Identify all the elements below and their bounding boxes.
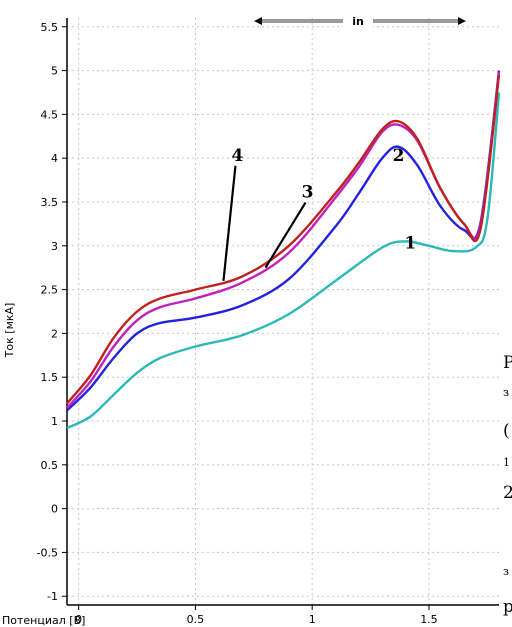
y-axis-ticks: -1 -0.5 0 0.5 1 1.5 2 2.5 3 3.5 4 4.5 5 5.5 xyxy=(37,21,67,603)
y-tick-label: 2 xyxy=(51,327,58,340)
y-tick-label: 4 xyxy=(51,152,58,165)
annotation-pointer-4 xyxy=(222,165,237,281)
top-range-indicator[interactable]: in xyxy=(254,14,466,28)
series-group xyxy=(66,70,501,430)
y-tick-label: 3.5 xyxy=(41,196,59,209)
y-tick-label: 5 xyxy=(51,65,58,78)
curve-label-4: 4 xyxy=(232,146,244,166)
cut-off-text-0: Р xyxy=(503,353,512,373)
x-tick-label: 1 xyxy=(309,613,316,626)
y-tick-label: 0.5 xyxy=(41,459,59,472)
y-tick-label: 5.5 xyxy=(41,21,59,34)
curve-labels: 4 3 2 1 xyxy=(232,146,417,254)
y-tick-label: 0 xyxy=(51,503,58,516)
curve-label-3: 3 xyxy=(302,183,314,203)
curve-label-1: 1 xyxy=(404,233,416,253)
cut-off-text-2: ( xyxy=(503,421,510,441)
y-tick-label: 1 xyxy=(51,415,58,428)
y-tick-label: 4.5 xyxy=(41,108,59,121)
x-tick-label: 1.5 xyxy=(420,613,438,626)
curve-label-2: 2 xyxy=(393,146,405,166)
cut-off-text-3: 1 xyxy=(503,456,510,469)
cut-off-text-1: з xyxy=(503,386,509,399)
series-line-2 xyxy=(66,70,501,412)
x-tick-label: 0 xyxy=(75,613,82,626)
y-axis-label: Ток [мкА] xyxy=(3,303,16,359)
y-tick-label: 3 xyxy=(51,240,58,253)
top-range-indicator-label: in xyxy=(352,15,364,28)
annotation-pointers xyxy=(222,165,307,281)
cut-off-text-6: р xyxy=(503,597,512,617)
x-axis-label: Потенциал [В] xyxy=(2,614,85,627)
y-tick-label: 1.5 xyxy=(41,371,59,384)
grid xyxy=(67,18,499,605)
cut-off-text-column: Р з ( 1 2 з р xyxy=(500,0,512,627)
cut-off-text-5: з xyxy=(503,565,509,578)
y-tick-label: -1 xyxy=(47,590,58,603)
plot-area xyxy=(67,18,499,605)
annotation-pointer-3 xyxy=(264,202,307,269)
x-tick-label: 0.5 xyxy=(187,613,205,626)
cut-off-text-4: 2 xyxy=(503,483,512,503)
y-tick-label: -0.5 xyxy=(37,546,58,559)
series-line-4 xyxy=(66,74,501,405)
x-axis-ticks: 0 0.5 1 1.5 xyxy=(75,605,438,626)
y-tick-label: 2.5 xyxy=(41,284,59,297)
series-line-1 xyxy=(66,92,501,430)
